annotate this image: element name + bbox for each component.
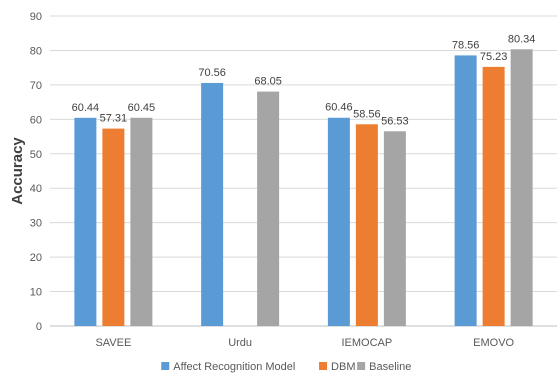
bar — [510, 49, 533, 326]
y-tick-label: 80 — [30, 45, 42, 57]
y-axis-ticks: 0 10 20 30 40 50 60 70 80 90 — [30, 11, 42, 333]
y-tick-label: 60 — [30, 114, 42, 126]
legend-item-label: Affect Recognition Model — [173, 361, 295, 373]
bar — [482, 66, 505, 326]
bar — [102, 128, 125, 326]
data-label: 57.31 — [100, 113, 128, 125]
y-axis-label: Accuracy — [9, 137, 26, 205]
legend-item-label: Baseline — [369, 361, 411, 373]
y-tick-label: 20 — [30, 252, 42, 264]
data-label: 75.23 — [480, 51, 508, 63]
data-label: 58.56 — [353, 108, 381, 120]
y-tick-label: 30 — [30, 218, 42, 230]
data-label: 60.44 — [72, 102, 100, 114]
legend-swatch — [319, 362, 328, 370]
x-tick-label: Urdu — [228, 337, 252, 349]
bar — [74, 117, 97, 326]
data-label: 78.56 — [452, 39, 480, 51]
y-tick-label: 0 — [36, 321, 42, 333]
x-tick-label: EMOVO — [473, 337, 514, 349]
x-axis-ticks: SAVEE Urdu IEMOCAP EMOVO — [95, 337, 514, 349]
data-label: 60.45 — [128, 102, 156, 114]
x-tick-label: SAVEE — [95, 337, 131, 349]
legend-swatch — [357, 362, 366, 370]
bars — [74, 49, 533, 327]
y-tick-label: 50 — [30, 149, 42, 161]
legend-item-label: DBM — [331, 361, 355, 373]
x-tick-label: IEMOCAP — [342, 337, 393, 349]
y-tick-label: 40 — [30, 183, 42, 195]
bar — [355, 124, 378, 326]
data-label: 70.56 — [198, 67, 226, 79]
bar — [257, 91, 280, 326]
bar — [327, 117, 350, 326]
bar — [454, 55, 477, 326]
data-label: 68.05 — [254, 76, 282, 88]
data-label: 56.53 — [381, 115, 409, 127]
bar — [201, 82, 224, 327]
bar — [130, 117, 153, 327]
legend-swatch — [161, 362, 170, 370]
data-label: 80.34 — [508, 33, 536, 45]
data-label: 60.46 — [325, 102, 353, 114]
y-tick-label: 10 — [30, 287, 42, 299]
y-tick-label: 90 — [30, 11, 42, 23]
y-tick-label: 70 — [30, 80, 42, 92]
bar — [383, 131, 406, 326]
legend: Affect Recognition Model DBM Baseline — [161, 361, 411, 373]
